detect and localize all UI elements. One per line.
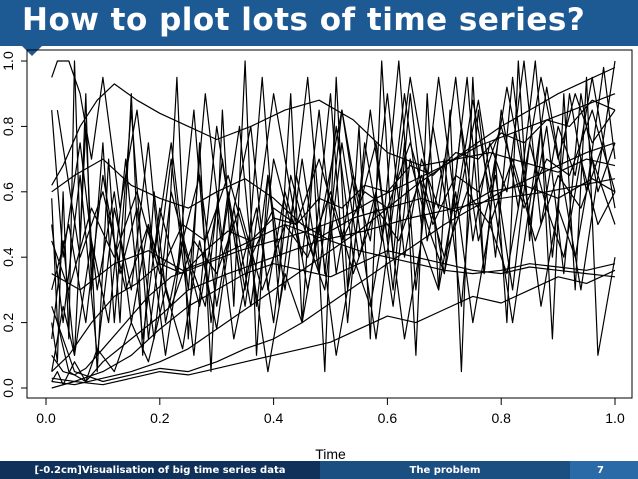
footer-page-number: 7 xyxy=(570,461,638,479)
series-line-17 xyxy=(51,178,616,291)
footer-bar: [-0.2cm]Visualisation of big time series… xyxy=(0,461,638,479)
x-tick-label: 0.8 xyxy=(491,410,511,426)
series-line-16 xyxy=(51,76,616,386)
series-line-9 xyxy=(51,66,616,386)
series-line-11 xyxy=(51,60,616,307)
x-tick-label: 0.0 xyxy=(36,410,56,426)
title-notch-decoration xyxy=(22,46,42,56)
slide-title-bar: How to plot lots of time series? xyxy=(0,0,638,46)
series-line-20 xyxy=(56,110,605,307)
x-axis-label: Time xyxy=(315,446,346,461)
y-tick-label: 0.6 xyxy=(0,182,16,202)
series-line-12 xyxy=(51,142,616,383)
series-line-3 xyxy=(51,93,616,376)
series-line-19 xyxy=(51,269,616,389)
y-tick-label: 0.4 xyxy=(0,247,16,267)
y-tick-label: 0.8 xyxy=(0,116,16,136)
series-line-5 xyxy=(51,60,616,363)
footer-section-name: The problem xyxy=(320,461,570,479)
footer-presentation-title: [-0.2cm]Visualisation of big time series… xyxy=(0,461,320,479)
series-line-18 xyxy=(51,60,616,356)
series-line-15 xyxy=(51,158,616,275)
slide-title: How to plot lots of time series? xyxy=(22,2,586,38)
x-tick-label: 0.4 xyxy=(264,410,284,426)
y-tick-label: 0.0 xyxy=(0,378,16,398)
x-tick-label: 0.6 xyxy=(378,410,398,426)
y-tick-label: 1.0 xyxy=(0,51,16,71)
x-tick-label: 0.2 xyxy=(150,410,170,426)
axis-layer: 0.0 0.2 0.4 0.6 0.8 1.0 0.0 0.2 0.4 0.6 0.8 1.0 xyxy=(0,51,625,426)
x-tick-label: 1.0 xyxy=(605,410,625,426)
series-layer xyxy=(51,60,616,389)
series-line-14 xyxy=(51,99,616,373)
y-tick-label: 0.2 xyxy=(0,313,16,333)
series-line-7 xyxy=(51,125,616,340)
time-series-chart: 0.0 0.2 0.4 0.6 0.8 1.0 0.0 0.2 0.4 0.6 0.8 1.0 Tim… xyxy=(0,49,633,461)
plot-frame xyxy=(26,49,633,399)
